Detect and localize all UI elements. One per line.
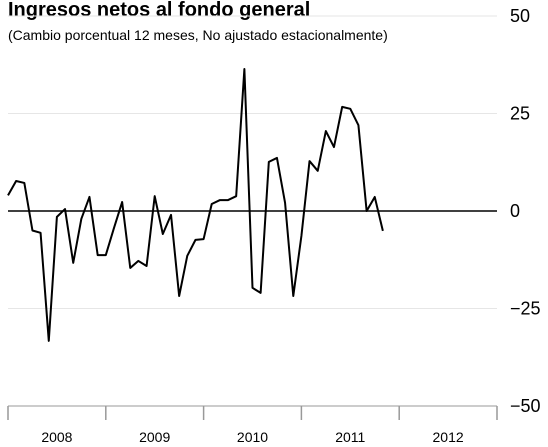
chart-subtitle: (Cambio porcentual 12 meses, No ajustado… [8,27,388,43]
y-tick-label: 50 [510,6,530,26]
y-tick-label: −25 [510,299,541,319]
x-tick-label: 2009 [139,429,170,445]
x-tick-label: 2008 [41,429,72,445]
y-tick-label: 0 [510,201,520,221]
y-tick-label: 25 [510,104,530,124]
line-series [7,68,384,342]
y-tick-label: −50 [510,396,541,416]
x-tick-label: 2010 [237,429,268,445]
x-tick-label: 2012 [433,429,464,445]
chart-title: Ingresos netos al fondo general [8,0,310,21]
x-tick-label: 2011 [335,429,365,445]
